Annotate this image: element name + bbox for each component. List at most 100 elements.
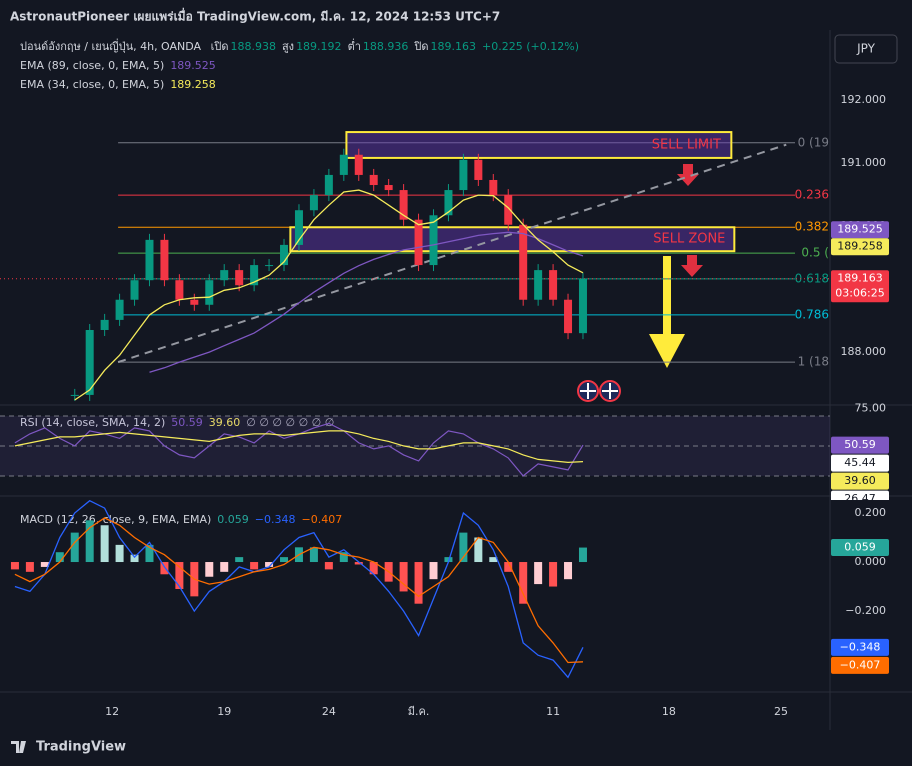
histogram-bar xyxy=(10,562,19,570)
candle xyxy=(175,280,184,300)
histogram-bar xyxy=(578,547,587,563)
candle xyxy=(429,215,438,266)
candle xyxy=(130,280,139,300)
indicator-line xyxy=(14,517,584,664)
price-tag-label: −0.407 xyxy=(840,658,881,671)
x-tick-label: 19 xyxy=(217,705,231,718)
histogram-bar xyxy=(324,562,333,570)
brand-name: TradingView xyxy=(36,740,126,755)
indicator-line xyxy=(14,500,584,679)
histogram-bar xyxy=(175,562,184,589)
signal-value: −0.407 xyxy=(302,513,343,526)
x-tick-label: 24 xyxy=(322,705,336,718)
sell-arrows xyxy=(649,164,703,368)
candle xyxy=(220,270,229,281)
macd-title: MACD (12, 26, close, 9, EMA, EMA) xyxy=(20,513,211,526)
histogram-bar xyxy=(130,554,139,563)
symbol-title: ปอนด์อังกฤษ / เยนญี่ปุ่น, 4h, OANDA xyxy=(20,38,202,53)
candle xyxy=(564,299,573,334)
candle xyxy=(549,270,558,300)
y-tick-label: 191.000 xyxy=(841,156,887,169)
histogram-bar xyxy=(70,532,79,563)
histogram-bar xyxy=(369,562,378,575)
histogram-bar xyxy=(339,552,348,563)
price-change: +0.225 (+0.12%) xyxy=(482,40,579,53)
price-tag xyxy=(831,638,889,656)
candle xyxy=(474,159,483,180)
x-tick-label: มี.ค. xyxy=(408,705,430,718)
histogram-bar xyxy=(399,562,408,592)
candle xyxy=(324,174,333,196)
x-tick-label: 18 xyxy=(662,705,676,718)
histogram-bar xyxy=(220,562,229,572)
price-plot: 0 (19 0.236 0.382 0.5 (0.618 0.786 1 (18 SELL … xyxy=(0,131,830,401)
zone-label: SELL ZONE xyxy=(653,232,725,247)
candle xyxy=(294,210,303,245)
price-tag xyxy=(831,436,889,454)
histogram-bar xyxy=(145,544,154,563)
macd-plot xyxy=(10,500,587,679)
histogram-bar xyxy=(25,562,34,572)
fib-label: 0.786 xyxy=(795,307,829,321)
rsi-axis: 75.00 50.59 45.44 39.60 26.47 xyxy=(831,401,889,505)
x-tick-label: 12 xyxy=(105,705,119,718)
candle xyxy=(399,190,408,220)
countdown: 03:06:25 xyxy=(835,287,884,300)
rsi-na: ∅ ∅ ∅ ∅ ∅ ∅ ∅ xyxy=(246,416,334,429)
price-tag xyxy=(831,539,889,557)
ohlc-label: ต่ำ xyxy=(348,38,361,53)
candle xyxy=(250,265,259,286)
symbol-legend: ปอนด์อังกฤษ / เยนญี่ปุ่น, 4h, OANDA เปิด… xyxy=(20,38,579,53)
macd-value: −0.348 xyxy=(255,513,296,526)
histogram-bar xyxy=(309,547,318,563)
price-tag xyxy=(831,472,889,490)
rsi-sma-value: 39.60 xyxy=(209,416,241,429)
candle xyxy=(519,224,528,300)
histogram-bar xyxy=(205,562,214,577)
price-tag-label: −0.348 xyxy=(840,640,881,653)
candle xyxy=(145,239,154,281)
price-tag xyxy=(831,454,889,472)
y-tick-label: 75.00 xyxy=(855,401,887,414)
price-tag xyxy=(831,270,889,303)
sell-zone xyxy=(345,131,733,159)
price-tag-label: 26.47 xyxy=(844,492,876,505)
histogram-bar xyxy=(235,557,244,563)
y-tick-label: 188.000 xyxy=(841,345,887,358)
histogram-bar xyxy=(40,562,49,567)
histogram-bar xyxy=(489,557,498,563)
histogram-bar xyxy=(414,562,423,604)
down-arrow xyxy=(677,164,699,186)
histogram-bar xyxy=(115,544,124,563)
indicator-line xyxy=(14,430,584,464)
fib-label: 0.5 ( xyxy=(801,246,829,260)
ema-value: 189.525 xyxy=(170,59,216,72)
down-arrow xyxy=(681,255,703,277)
event-flags xyxy=(577,380,621,402)
candle xyxy=(459,159,468,191)
price-tag-label: 45.44 xyxy=(844,456,876,469)
rsi-plot xyxy=(0,415,830,477)
price-tag-label: 189.163 xyxy=(837,272,883,285)
candle xyxy=(354,154,363,175)
candle xyxy=(489,179,498,196)
histogram-bar xyxy=(250,562,259,570)
currency-button[interactable] xyxy=(834,34,898,64)
ema-legend: EMA (89, close, 0, EMA, 5) 189.525 xyxy=(20,59,216,72)
ohlc-value: 188.936 xyxy=(363,40,409,53)
currency-label: JPY xyxy=(856,42,876,56)
fib-label: 1 (18 xyxy=(798,355,829,369)
macd-hist-value: 0.059 xyxy=(217,513,249,526)
ohlc-value: 189.192 xyxy=(296,40,342,53)
histogram-bar xyxy=(534,562,543,585)
indicator-line xyxy=(74,189,584,401)
histogram-bar xyxy=(564,562,573,580)
ohlc-value: 188.938 xyxy=(230,40,276,53)
ohlc-label: สูง xyxy=(282,40,294,53)
ema-name: EMA (89, close, 0, EMA, 5) xyxy=(20,59,164,72)
price-tag xyxy=(831,221,889,239)
histogram-bar xyxy=(519,562,528,604)
rsi-legend: RSI (14, close, SMA, 14, 2) 50.59 39.60 ∅ ∅… xyxy=(20,416,334,429)
candle xyxy=(369,174,378,186)
